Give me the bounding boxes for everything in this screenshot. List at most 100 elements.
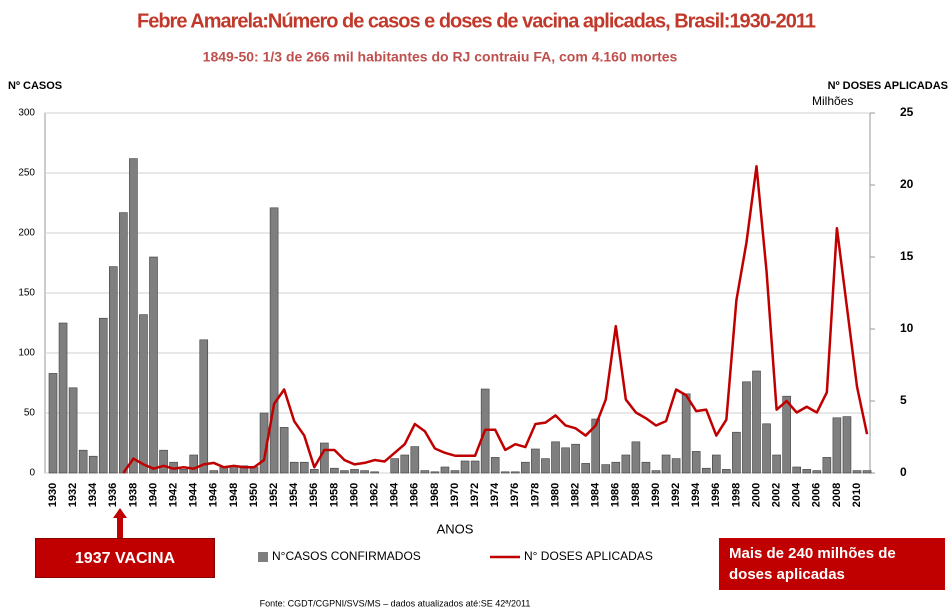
x-tick-label: 1990 [650, 483, 662, 507]
bar [450, 470, 460, 474]
x-tick-label: 2002 [771, 483, 783, 507]
bar [239, 465, 249, 474]
y2-tick-label: 15 [900, 249, 914, 263]
x-axis-title: ANOS [437, 521, 474, 536]
bar [722, 469, 731, 474]
y2-tick-label: 20 [900, 177, 914, 191]
bar [390, 458, 400, 474]
bar [802, 469, 812, 474]
x-tick-label: 1998 [730, 483, 742, 507]
chart-title: Febre Amarela:Número de casos e doses de… [137, 10, 816, 32]
bar [822, 457, 832, 474]
bar [691, 451, 701, 474]
legend-label: N°CASOS CONFIRMADOS [272, 549, 421, 563]
bar [440, 466, 450, 474]
bar [279, 427, 289, 474]
x-tick-label: 1942 [168, 483, 180, 507]
x-tick-label: 1934 [87, 482, 99, 507]
y-tick-label: 150 [18, 288, 35, 299]
bar [591, 418, 601, 474]
bar [199, 339, 209, 474]
y-tick-label: 250 [18, 168, 35, 179]
x-tick-label: 1962 [369, 483, 381, 507]
x-tick-label: 1970 [449, 483, 461, 507]
bar [460, 460, 470, 474]
bar [340, 470, 349, 474]
x-tick-label: 1948 [228, 483, 240, 507]
bar [842, 416, 852, 474]
bar [631, 441, 641, 474]
x-tick-label: 1992 [670, 483, 682, 507]
bar [782, 395, 791, 474]
y-tick-label: 0 [29, 468, 35, 479]
y-tick-label: 200 [18, 228, 35, 239]
y-tick-label: 100 [18, 348, 35, 359]
bar [752, 370, 761, 474]
bar [651, 470, 661, 474]
x-tick-label: 1956 [308, 483, 320, 507]
x-tick-label: 2010 [851, 483, 863, 507]
y-tick-label: 50 [24, 408, 36, 419]
x-tick-label: 1972 [469, 483, 481, 507]
bar [832, 417, 842, 474]
bar [98, 317, 108, 474]
bar [601, 464, 611, 474]
x-tick-label: 1994 [690, 482, 702, 507]
x-tick-label: 1976 [509, 483, 521, 507]
bar [360, 470, 369, 474]
x-tick-label: 1944 [188, 482, 200, 507]
line [122, 165, 869, 474]
x-tick-label: 1938 [127, 483, 139, 507]
chart-subtitle: 1849-50: 1/3 de 266 mil habitantes do RJ… [203, 49, 678, 65]
bar [531, 448, 540, 474]
x-tick-label: 1954 [288, 482, 300, 507]
bar [852, 470, 862, 474]
bar [772, 454, 781, 474]
bar [269, 207, 279, 474]
bar [420, 470, 430, 474]
x-tick-label: 1988 [630, 483, 642, 507]
bar [410, 446, 420, 474]
bar [701, 467, 711, 474]
annotation-vaccine: 1937 VACINA [35, 538, 215, 578]
x-tick-label: 1968 [429, 483, 441, 507]
bar [400, 454, 410, 474]
legend-swatch [258, 552, 268, 562]
x-tick-label: 1958 [328, 483, 340, 507]
bar [159, 449, 168, 474]
arrow [113, 508, 127, 518]
bar [671, 458, 681, 474]
bar [48, 373, 58, 474]
x-tick-label: 2008 [831, 483, 843, 507]
bar [58, 322, 68, 474]
x-tick-label: 1930 [47, 483, 59, 507]
x-tick-label: 1940 [147, 483, 159, 507]
bar [792, 466, 802, 474]
x-tick-label: 1952 [268, 483, 280, 507]
bar [521, 461, 530, 474]
bar [762, 423, 771, 474]
bar [299, 461, 309, 474]
bar [430, 471, 440, 474]
bar [139, 314, 148, 474]
legend-label: N° DOSES APLICADAS [524, 549, 653, 563]
y-axis-title: Nº CASOS [8, 80, 62, 92]
x-tick-label: 1986 [610, 483, 622, 507]
bar [370, 471, 379, 474]
x-tick-label: 2000 [750, 483, 762, 507]
bar [812, 470, 822, 474]
bar [309, 469, 319, 474]
bar [561, 447, 570, 474]
bar [500, 471, 510, 474]
bar [289, 461, 299, 474]
bar [732, 431, 741, 474]
x-tick-label: 1974 [489, 482, 501, 507]
bar [179, 469, 188, 474]
bar [470, 460, 480, 474]
x-tick-label: 1978 [529, 483, 541, 507]
bar [320, 442, 329, 474]
bar [109, 266, 118, 474]
bar [621, 454, 631, 474]
x-tick-label: 1950 [248, 483, 260, 507]
